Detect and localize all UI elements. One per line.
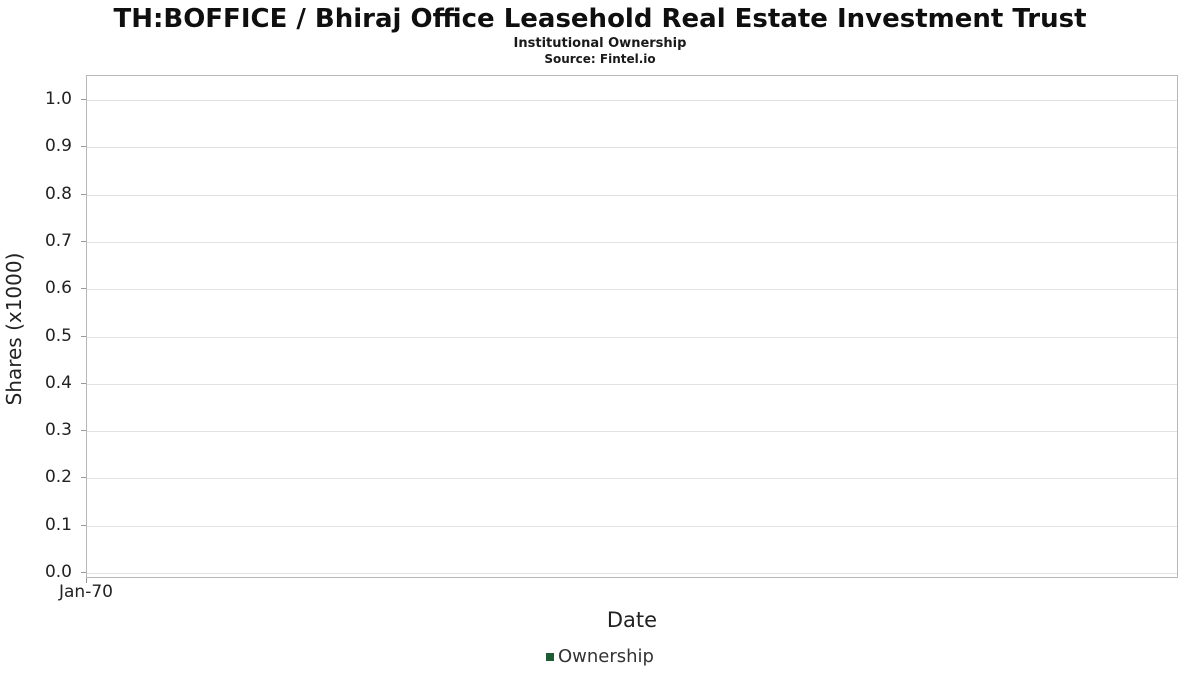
y-tick-mark [81,240,86,242]
gridline-y-0.7 [87,241,1177,243]
y-tick-label-0.7: 0.7 [44,230,72,251]
gridline-y-0.2 [87,478,1177,480]
x-tick-mark [86,578,87,583]
x-tick-label: Jan-70 [59,582,113,602]
y-tick-mark [81,335,86,337]
gridline-y-0.5 [87,336,1177,338]
y-axis-tick-labels: 0.0 0.1 0.2 0.3 0.4 0.5 0.6 0.7 0.8 0.9 1.0 [0,75,78,582]
y-tick-mark [81,477,86,479]
x-axis-label: Date [606,608,658,632]
chart-title: TH:BOFFICE / Bhiraj Office Leasehold Rea… [113,4,1087,34]
y-tick-label-0.6: 0.6 [44,278,72,299]
y-tick-mark [81,430,86,432]
gridline-y-0.6 [87,289,1177,291]
y-tick-label-0.0: 0.0 [44,562,72,582]
y-tick-label-1.0: 1.0 [44,89,72,109]
y-tick-mark [81,524,86,526]
gridline-y-0.1 [87,525,1177,527]
gridline-y-0.0 [87,573,1177,574]
y-tick-label-0.9: 0.9 [44,136,72,157]
chart-source: Source: Fintel.io [544,52,656,66]
y-axis-label: Shares (x1000) [2,252,26,406]
y-tick-mark [81,288,86,290]
gridline-y-0.3 [87,431,1177,433]
legend-marker-square [546,652,554,661]
plot-area [86,75,1178,578]
y-tick-label-0.8: 0.8 [44,183,72,204]
y-tick-mark [81,146,86,148]
y-tick-mark [81,572,86,573]
chart-subtitle: Institutional Ownership [513,36,687,51]
y-tick-mark [81,193,86,195]
legend: Ownership [0,646,1200,667]
y-tick-mark [81,99,86,100]
y-tick-mark [81,382,86,384]
gridline-y-0.4 [87,383,1177,385]
gridline-y-1.0 [87,100,1177,101]
gridline-y-0.9 [87,147,1177,149]
y-tick-label-0.1: 0.1 [44,514,72,535]
gridline-y-0.8 [87,194,1177,196]
y-tick-label-0.4: 0.4 [44,372,72,393]
y-tick-label-0.3: 0.3 [44,420,72,441]
y-tick-label-0.2: 0.2 [44,467,72,488]
y-tick-label-0.5: 0.5 [44,325,72,346]
legend-label: Ownership [558,646,654,667]
